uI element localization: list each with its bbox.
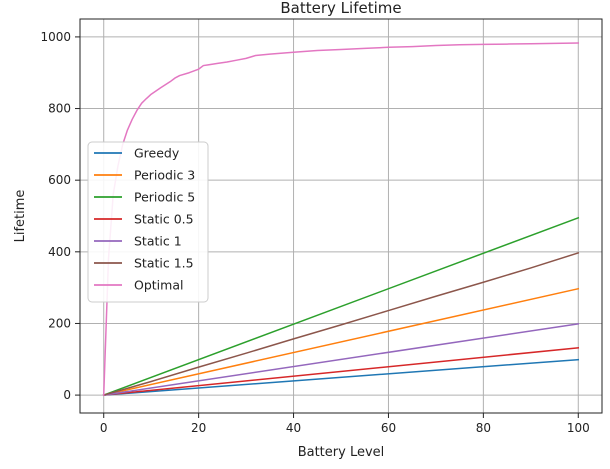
x-tick-label: 20 — [191, 421, 206, 435]
legend-label-static-0-5: Static 0.5 — [134, 212, 194, 227]
legend-label-greedy: Greedy — [134, 146, 180, 161]
y-tick-label: 400 — [48, 245, 71, 259]
y-tick-label: 200 — [48, 316, 71, 330]
y-tick-label: 0 — [63, 388, 71, 402]
plot-frame — [79, 18, 603, 414]
y-axis-label: Lifetime — [13, 190, 28, 243]
series-line-periodic-5 — [102, 216, 580, 397]
legend-label-static-1-5: Static 1.5 — [134, 256, 194, 271]
y-tick-label: 800 — [48, 102, 71, 116]
x-tick-label: 80 — [476, 421, 491, 435]
series-layer — [102, 42, 580, 397]
x-axis-label: Battery Level — [298, 445, 385, 460]
legend-label-optimal: Optimal — [134, 278, 183, 293]
legend: Greedy Periodic 3 Periodic 5 Static 0.5 Stat… — [87, 141, 209, 303]
legend-items: Greedy Periodic 3 Periodic 5 Static 0.5 Stat… — [94, 146, 195, 293]
legend-label-periodic-3: Periodic 3 — [134, 168, 195, 183]
x-tick-label: 0 — [100, 421, 108, 435]
legend-box — [87, 141, 209, 303]
series-line-periodic-3 — [102, 287, 580, 396]
series-line-static-0-5 — [102, 346, 580, 396]
series-line-static-1 — [102, 322, 580, 396]
chart-title: Battery Lifetime — [280, 0, 401, 17]
grid-layer — [80, 19, 602, 413]
x-tick-label: 60 — [381, 421, 396, 435]
series-line-greedy — [102, 358, 580, 396]
y-tick-label: 600 — [48, 173, 71, 187]
legend-label-static-1: Static 1 — [134, 234, 182, 249]
series-line-static-1-5 — [102, 251, 580, 397]
x-tick-label: 100 — [567, 421, 590, 435]
series-line-optimal — [102, 42, 580, 396]
y-tick-label: 1000 — [40, 30, 71, 44]
x-tick-label: 40 — [286, 421, 301, 435]
legend-label-periodic-5: Periodic 5 — [134, 190, 195, 205]
